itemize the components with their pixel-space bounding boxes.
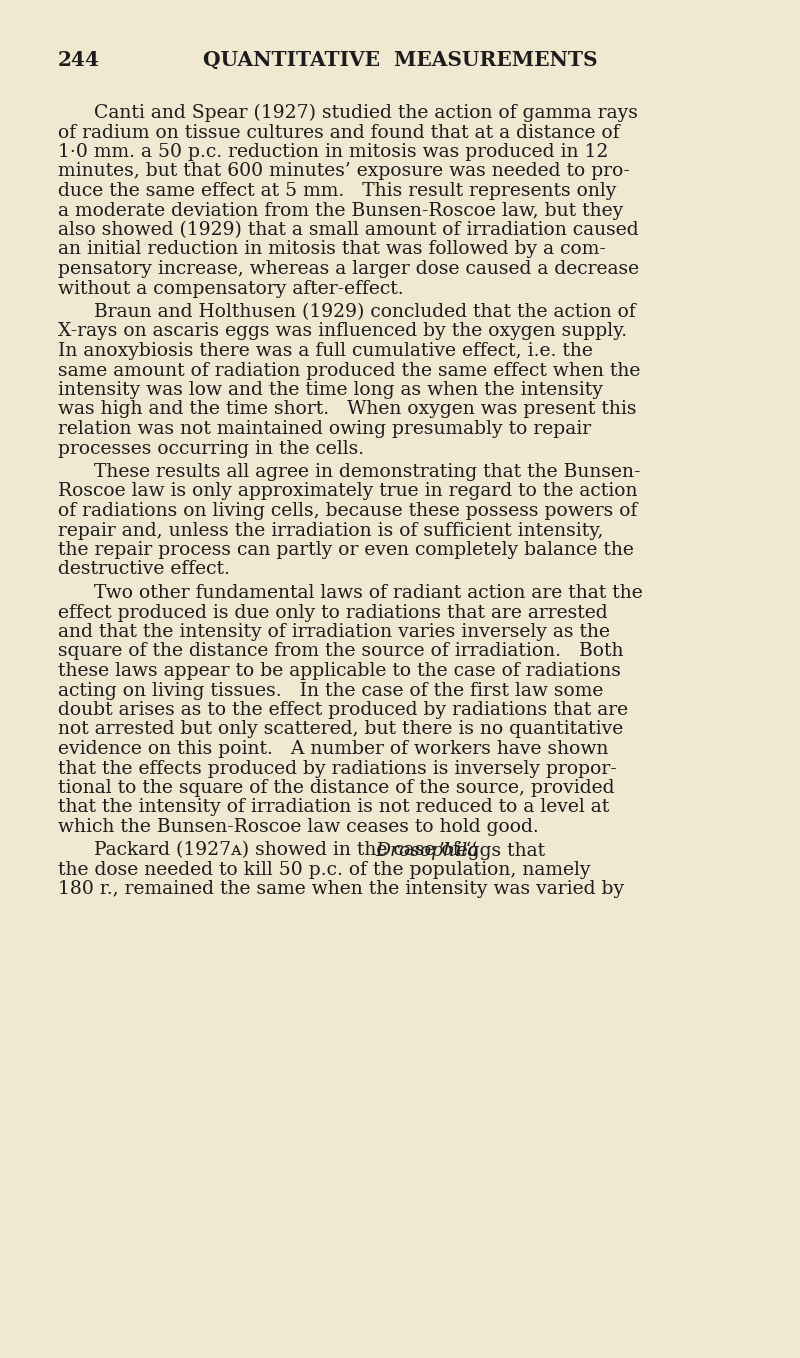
- Text: destructive effect.: destructive effect.: [58, 561, 230, 579]
- Text: minutes, but that 600 minutes’ exposure was needed to pro-: minutes, but that 600 minutes’ exposure …: [58, 163, 630, 181]
- Text: which the Bunsen-Roscoe law ceases to hold good.: which the Bunsen-Roscoe law ceases to ho…: [58, 818, 538, 837]
- Text: intensity was low and the time long as when the intensity: intensity was low and the time long as w…: [58, 382, 603, 399]
- Text: also showed (1929) that a small amount of irradiation caused: also showed (1929) that a small amount o…: [58, 221, 638, 239]
- Text: Packard (1927ᴀ) showed in the case of ‘‘: Packard (1927ᴀ) showed in the case of ‘‘: [94, 842, 478, 860]
- Text: that the intensity of irradiation is not reduced to a level at: that the intensity of irradiation is not…: [58, 799, 610, 816]
- Text: effect produced is due only to radiations that are arrested: effect produced is due only to radiation…: [58, 603, 608, 622]
- Text: Drosophila: Drosophila: [374, 842, 478, 860]
- Text: that the effects produced by radiations is inversely propor-: that the effects produced by radiations …: [58, 759, 617, 778]
- Text: a moderate deviation from the Bunsen-Roscoe law, but they: a moderate deviation from the Bunsen-Ros…: [58, 201, 623, 220]
- Text: without a compensatory after-effect.: without a compensatory after-effect.: [58, 280, 404, 297]
- Text: evidence on this point.   A number of workers have shown: evidence on this point. A number of work…: [58, 740, 608, 758]
- Text: X-rays on ascaris eggs was influenced by the oxygen supply.: X-rays on ascaris eggs was influenced by…: [58, 322, 627, 341]
- Text: repair and, unless the irradiation is of sufficient intensity,: repair and, unless the irradiation is of…: [58, 521, 603, 539]
- Text: ’’ eggs that: ’’ eggs that: [439, 842, 546, 860]
- Text: was high and the time short.   When oxygen was present this: was high and the time short. When oxygen…: [58, 401, 637, 418]
- Text: an initial reduction in mitosis that was followed by a com-: an initial reduction in mitosis that was…: [58, 240, 606, 258]
- Text: Canti and Spear (1927) studied the action of gamma rays: Canti and Spear (1927) studied the actio…: [94, 103, 638, 122]
- Text: the repair process can partly or even completely balance the: the repair process can partly or even co…: [58, 540, 634, 559]
- Text: of radiations on living cells, because these possess powers of: of radiations on living cells, because t…: [58, 502, 638, 520]
- Text: square of the distance from the source of irradiation.   Both: square of the distance from the source o…: [58, 642, 623, 660]
- Text: processes occurring in the cells.: processes occurring in the cells.: [58, 440, 364, 458]
- Text: acting on living tissues.   In the case of the first law some: acting on living tissues. In the case of…: [58, 682, 603, 699]
- Text: In anoxybiosis there was a full cumulative effect, i.e. the: In anoxybiosis there was a full cumulati…: [58, 342, 593, 360]
- Text: doubt arises as to the effect produced by radiations that are: doubt arises as to the effect produced b…: [58, 701, 628, 718]
- Text: 244: 244: [58, 50, 100, 71]
- Text: tional to the square of the distance of the source, provided: tional to the square of the distance of …: [58, 779, 614, 797]
- Text: 180 r., remained the same when the intensity was varied by: 180 r., remained the same when the inten…: [58, 880, 624, 899]
- Text: pensatory increase, whereas a larger dose caused a decrease: pensatory increase, whereas a larger dos…: [58, 259, 639, 278]
- Text: Two other fundamental laws of radiant action are that the: Two other fundamental laws of radiant ac…: [94, 584, 642, 602]
- Text: These results all agree in demonstrating that the Bunsen-: These results all agree in demonstrating…: [94, 463, 641, 481]
- Text: of radium on tissue cultures and found that at a distance of: of radium on tissue cultures and found t…: [58, 124, 620, 141]
- Text: 1·0 mm. a 50 p.c. reduction in mitosis was produced in 12: 1·0 mm. a 50 p.c. reduction in mitosis w…: [58, 143, 608, 162]
- Text: QUANTITATIVE  MEASUREMENTS: QUANTITATIVE MEASUREMENTS: [202, 50, 598, 71]
- Text: relation was not maintained owing presumably to repair: relation was not maintained owing presum…: [58, 420, 591, 439]
- Text: and that the intensity of irradiation varies inversely as the: and that the intensity of irradiation va…: [58, 623, 610, 641]
- Text: same amount of radiation produced the same effect when the: same amount of radiation produced the sa…: [58, 361, 640, 379]
- Text: these laws appear to be applicable to the case of radiations: these laws appear to be applicable to th…: [58, 661, 621, 680]
- Text: the dose needed to kill 50 p.c. of the population, namely: the dose needed to kill 50 p.c. of the p…: [58, 861, 590, 879]
- Text: Braun and Holthusen (1929) concluded that the action of: Braun and Holthusen (1929) concluded tha…: [94, 303, 636, 320]
- Text: duce the same effect at 5 mm.   This result represents only: duce the same effect at 5 mm. This resul…: [58, 182, 616, 200]
- Text: Roscoe law is only approximately true in regard to the action: Roscoe law is only approximately true in…: [58, 482, 638, 501]
- Text: not arrested but only scattered, but there is no quantitative: not arrested but only scattered, but the…: [58, 721, 623, 739]
